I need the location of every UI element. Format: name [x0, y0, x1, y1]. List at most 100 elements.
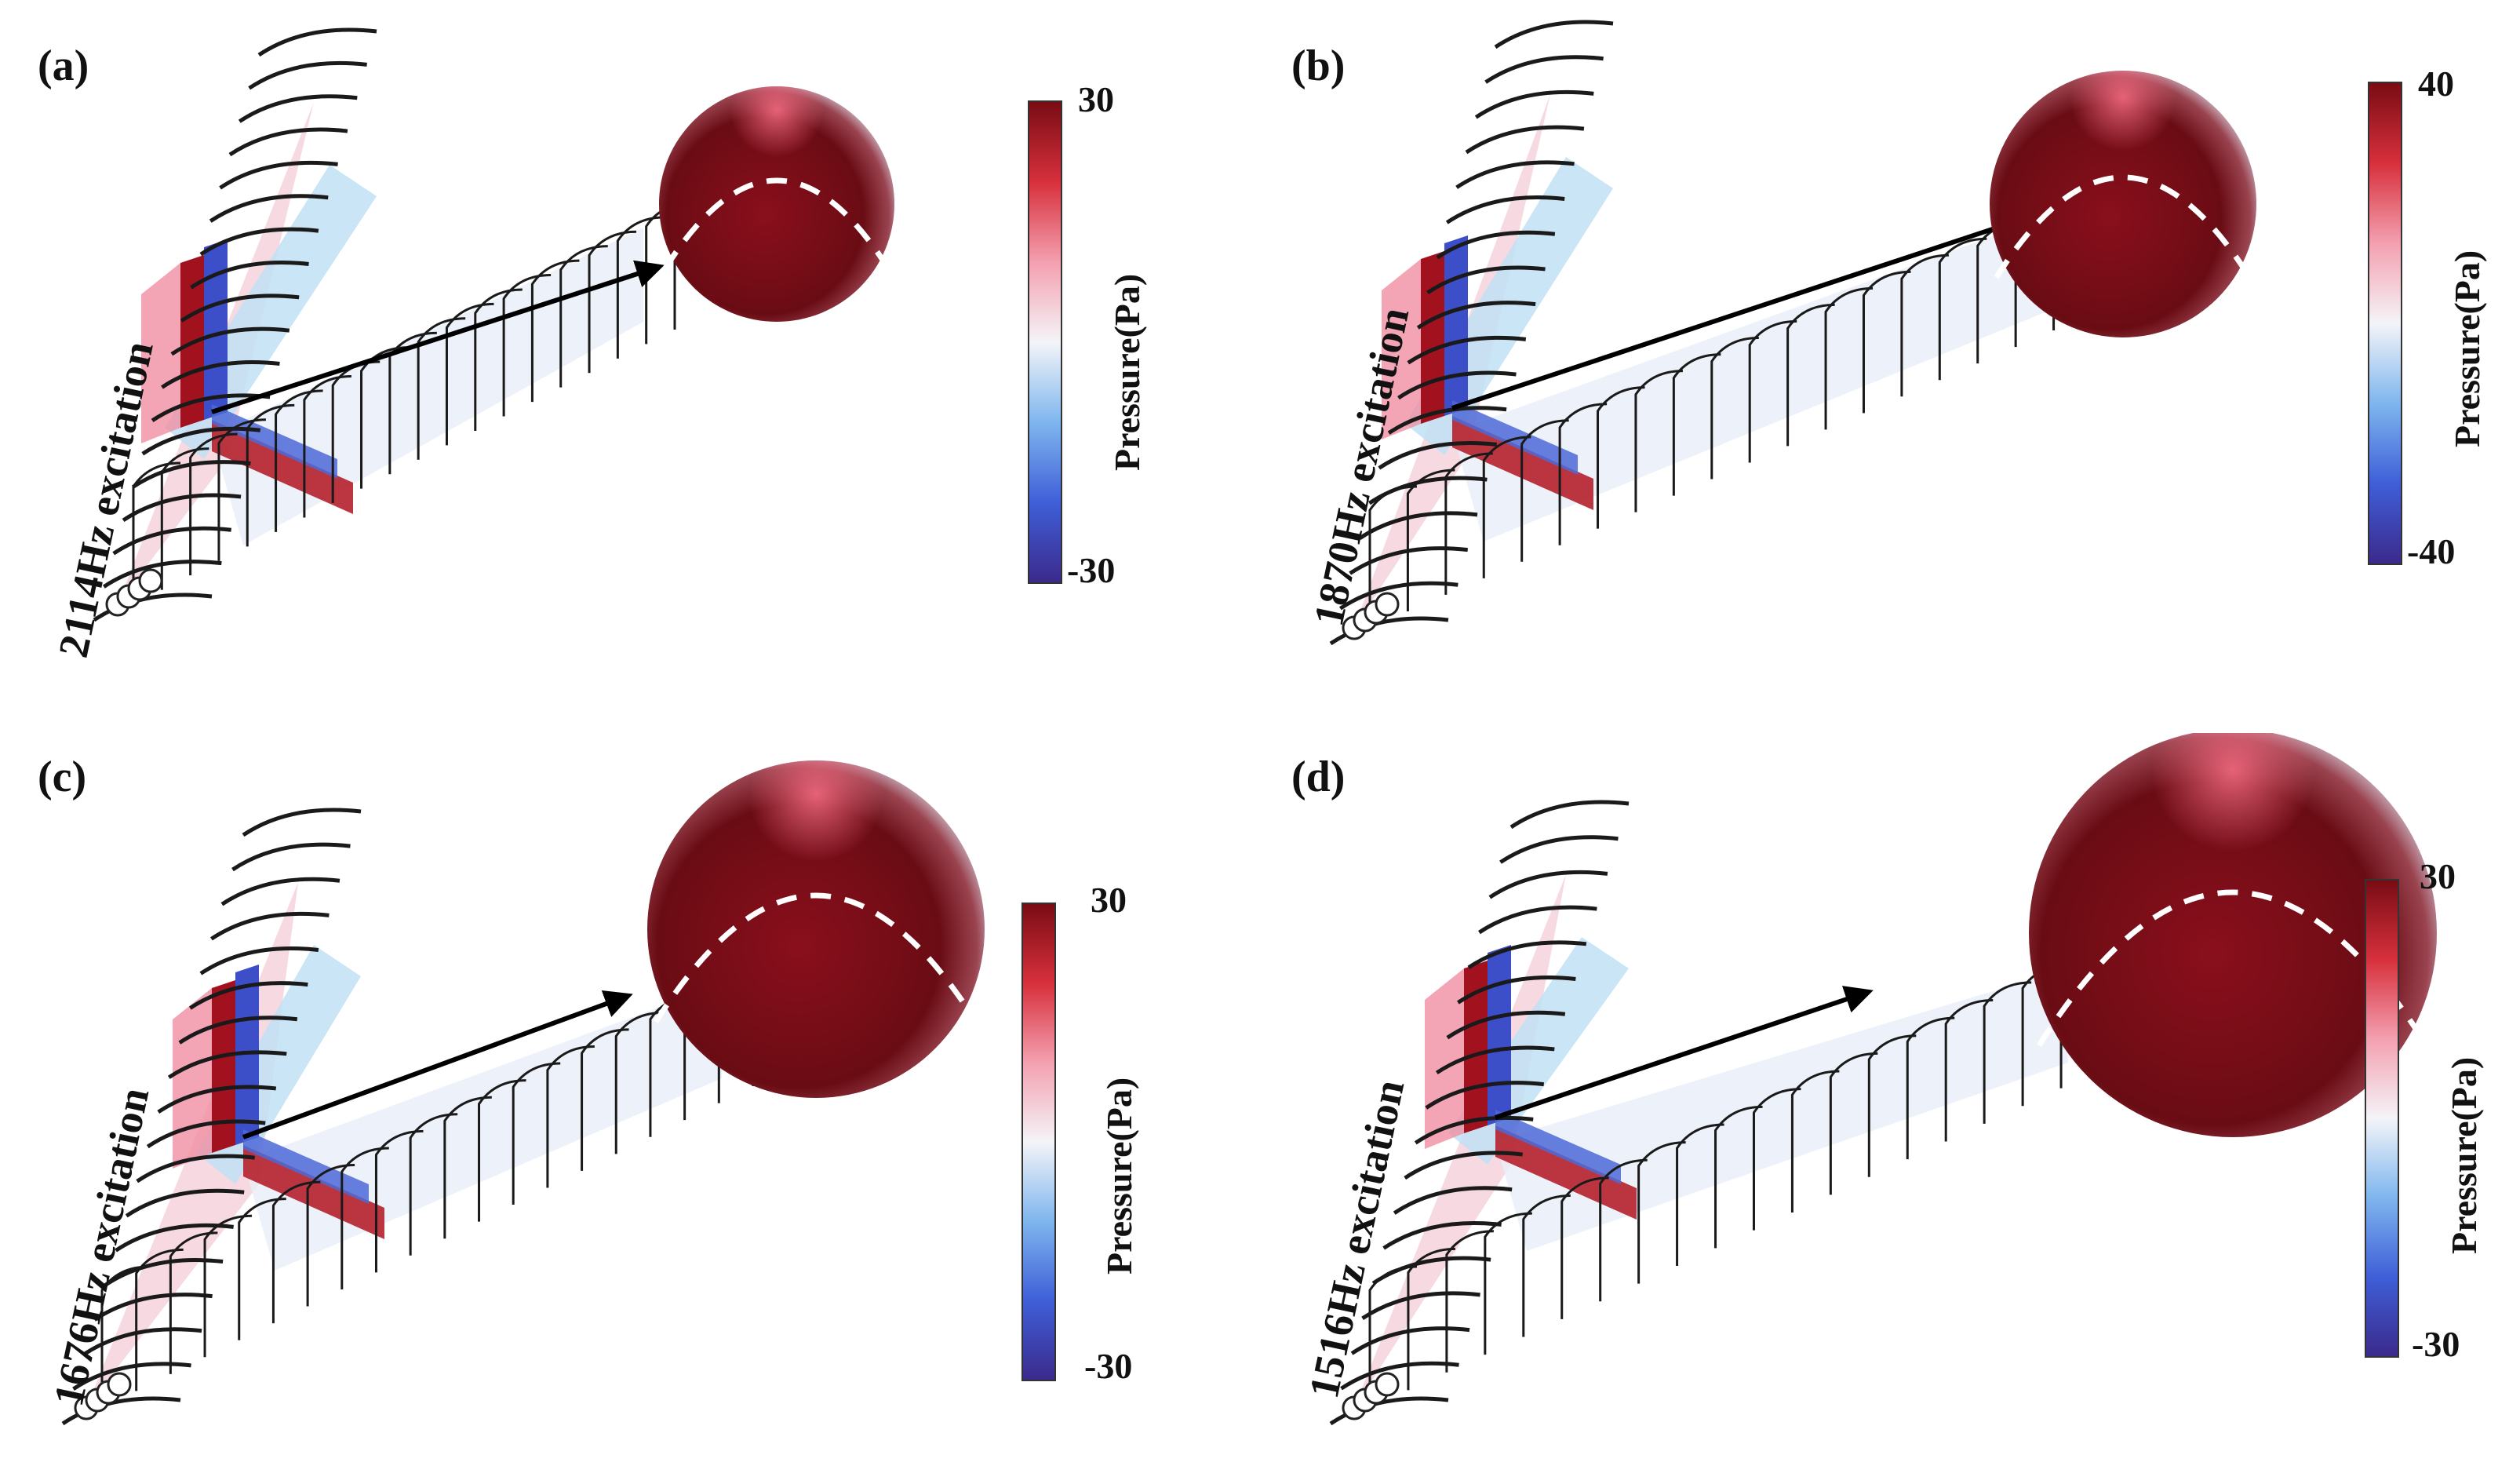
fin-upper — [1446, 1010, 1566, 1040]
fin-lower — [588, 230, 637, 374]
pointer-arrow — [1495, 986, 1874, 1120]
fin-lower — [1824, 286, 1874, 430]
pink-band — [173, 988, 212, 1169]
fin-upper — [188, 981, 308, 1010]
fin-upper — [1350, 1326, 1470, 1355]
blue-band — [1444, 235, 1468, 416]
fin-upper — [199, 227, 319, 257]
fin-lower — [1368, 1265, 1418, 1408]
fin-upper — [167, 1050, 287, 1079]
mode-shape-diagram-a — [93, 27, 894, 622]
fin-lower — [1522, 1194, 1571, 1337]
fin-upper — [141, 426, 261, 456]
fin-lower — [445, 302, 494, 446]
fin-upper — [1368, 476, 1488, 505]
sphere-highlight — [1990, 71, 2256, 337]
fin-lower — [1900, 253, 1949, 397]
colorbar-max-label: 30 — [1078, 79, 1114, 119]
fin-upper — [102, 560, 222, 589]
fin-upper — [1416, 301, 1536, 330]
fin-upper — [161, 360, 280, 389]
colorbar-max-label: 30 — [2420, 856, 2456, 896]
blue-stripe — [1495, 1110, 1621, 1184]
fin-upper — [72, 1362, 191, 1391]
fin-lower — [1786, 303, 1835, 447]
red-band — [1421, 251, 1444, 424]
fin-upper — [180, 294, 300, 323]
fin-lower — [1407, 1247, 1455, 1391]
blue-stripe — [243, 1129, 369, 1204]
colorbar — [2368, 82, 2402, 565]
colorbar-max-label: 40 — [2418, 64, 2454, 104]
sphere-highlight — [647, 760, 985, 1098]
fin-upper — [1361, 1291, 1480, 1320]
colorbar-min-label: -30 — [2412, 1324, 2460, 1364]
fin-upper — [190, 261, 309, 290]
fin-lower — [1445, 1230, 1494, 1373]
fin-lower — [1634, 370, 1683, 512]
red-stripe — [243, 1145, 384, 1239]
fin-lower — [1790, 1070, 1840, 1213]
fin-upper — [1499, 835, 1619, 864]
fin-lower — [1368, 485, 1418, 628]
fin-lower — [160, 447, 209, 590]
fin-upper — [1404, 1151, 1523, 1180]
fin-lower — [1637, 1141, 1686, 1284]
fin-upper — [125, 1188, 245, 1218]
blue-band — [204, 239, 228, 420]
fin-lower — [1672, 353, 1721, 496]
red-band — [212, 980, 235, 1153]
fin-lower — [1938, 237, 1987, 381]
panel-a: (a) 2114Hz excitation 30 -30 Pressure(Pa… — [0, 0, 1260, 733]
colorbar-min-label: -30 — [1084, 1346, 1133, 1386]
fin-lower — [1558, 403, 1608, 545]
colorbar — [1021, 903, 1056, 1381]
fin-lower — [1829, 1052, 1878, 1195]
fin-upper — [136, 1154, 255, 1183]
colorbar-min-label: -40 — [2407, 531, 2456, 571]
fin-lower — [1867, 1034, 1917, 1177]
fin-lower — [217, 418, 266, 561]
dashed-arc — [653, 892, 979, 1024]
fin-lower — [1444, 452, 1493, 595]
colorbar-title: Pressure(Pa) — [2447, 250, 2487, 447]
fin-lower — [246, 403, 295, 547]
fin-lower — [417, 317, 466, 460]
blue-band — [235, 965, 259, 1145]
apex-ring — [1375, 592, 1400, 617]
fin-upper — [1425, 1081, 1545, 1110]
panel-label: (a) — [38, 42, 89, 90]
fin-upper — [1382, 1221, 1502, 1250]
pink-band — [141, 263, 180, 443]
colorbar-title: Pressure(Pa) — [2444, 1056, 2484, 1254]
fin-lower — [1482, 436, 1531, 578]
fin-upper — [1387, 406, 1507, 435]
fin-upper — [1426, 265, 1546, 295]
fin-lower — [616, 216, 665, 359]
fin-lower — [530, 259, 580, 403]
fin-upper — [1478, 905, 1597, 935]
fin-upper — [1509, 800, 1630, 830]
panel-d: (d) 1516Hz excitation 30 -30 Pressure(Pa… — [1260, 733, 2520, 1466]
apex-ring — [138, 568, 163, 593]
pressure-field-right — [1452, 212, 2060, 542]
colorbar-min-label: -30 — [1067, 550, 1116, 590]
fin-lower — [1676, 1123, 1724, 1266]
fin-upper — [1456, 976, 1576, 1005]
fin-upper — [1340, 1361, 1459, 1391]
sphere-highlight — [659, 86, 894, 322]
pink-band — [1382, 259, 1421, 439]
fin-upper — [1484, 55, 1604, 84]
fin-lower — [474, 288, 523, 431]
fin-upper — [151, 393, 271, 422]
fin-upper — [1435, 1045, 1555, 1075]
fin-lower — [189, 432, 238, 576]
fin-upper — [242, 808, 362, 837]
colorbar-title: Pressure(Pa) — [1099, 1077, 1139, 1275]
fin-lower — [132, 461, 181, 604]
fin-upper — [257, 27, 377, 57]
panel-b: (b) 1870Hz excitation 40 -40 Pressure(Pa… — [1260, 0, 2520, 733]
fin-upper — [219, 160, 338, 190]
fin-upper — [1407, 335, 1527, 365]
fin-lower — [502, 274, 552, 417]
